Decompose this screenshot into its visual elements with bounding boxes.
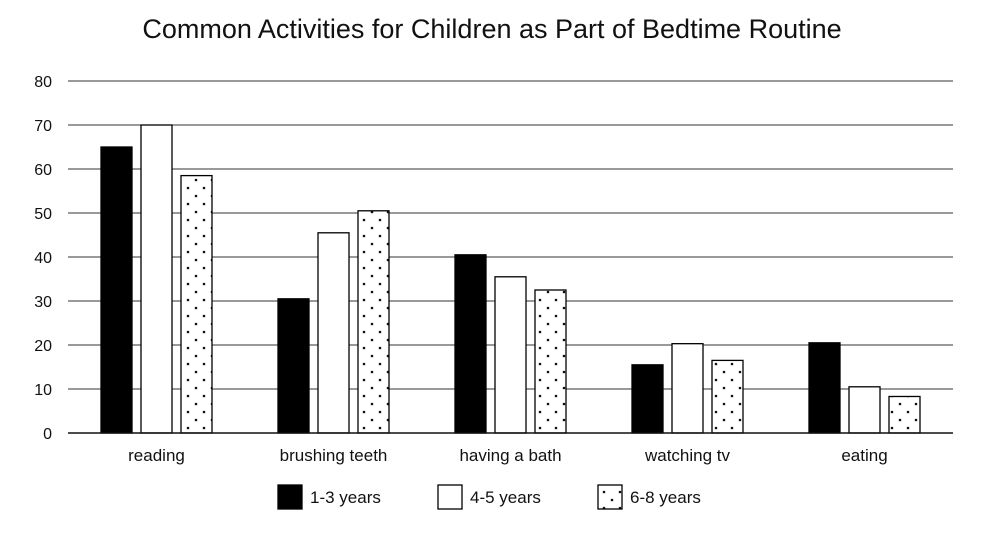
bar-eating-4-5-years <box>848 386 881 434</box>
bar-having-a-bath-1-3-years <box>454 254 487 434</box>
legend-swatch-1-3-years <box>277 484 303 510</box>
bar-reading-1-3-years <box>100 146 133 434</box>
bar-having-a-bath-4-5-years <box>494 276 527 434</box>
bar-watching-tv-1-3-years <box>631 364 664 434</box>
bar-having-a-bath-6-8-years <box>534 289 567 434</box>
y-tick-label: 20 <box>34 338 52 355</box>
bar-eating-1-3-years <box>808 342 841 434</box>
bar-eating-6-8-years <box>888 395 921 434</box>
legend-label: 4-5 years <box>470 488 541 507</box>
x-tick-label: brushing teeth <box>280 446 388 465</box>
x-tick-label: watching tv <box>644 446 731 465</box>
y-tick-label: 30 <box>34 294 52 311</box>
x-tick-label: eating <box>841 446 887 465</box>
bar-brushing-teeth-6-8-years <box>357 210 390 434</box>
legend-label: 1-3 years <box>310 488 381 507</box>
y-tick-label: 50 <box>34 206 52 223</box>
bar-watching-tv-6-8-years <box>711 359 744 434</box>
bar-brushing-teeth-1-3-years <box>277 298 310 434</box>
legend-label: 6-8 years <box>630 488 701 507</box>
bar-watching-tv-4-5-years <box>671 343 704 434</box>
y-tick-label: 0 <box>43 426 52 443</box>
legend-swatch-4-5-years <box>437 484 463 510</box>
axis-layer: 0 10 20 30 40 50 60 70 80 reading brushing teeth ha… <box>34 74 953 465</box>
bar-brushing-teeth-4-5-years <box>317 232 350 434</box>
legend-swatch-6-8-years <box>597 484 623 510</box>
chart-title: Common Activities for Children as Part o… <box>142 14 841 44</box>
legend: 1-3 years 4-5 years 6-8 years <box>277 484 701 510</box>
y-tick-label: 70 <box>34 118 52 135</box>
bar-reading-4-5-years <box>140 124 173 434</box>
x-tick-label: reading <box>128 446 185 465</box>
x-tick-label: having a bath <box>459 446 561 465</box>
bars-layer <box>100 124 921 434</box>
y-tick-label: 60 <box>34 162 52 179</box>
y-tick-label: 80 <box>34 74 52 91</box>
y-tick-label: 10 <box>34 382 52 399</box>
y-tick-label: 40 <box>34 250 52 267</box>
bar-reading-6-8-years <box>180 174 213 434</box>
